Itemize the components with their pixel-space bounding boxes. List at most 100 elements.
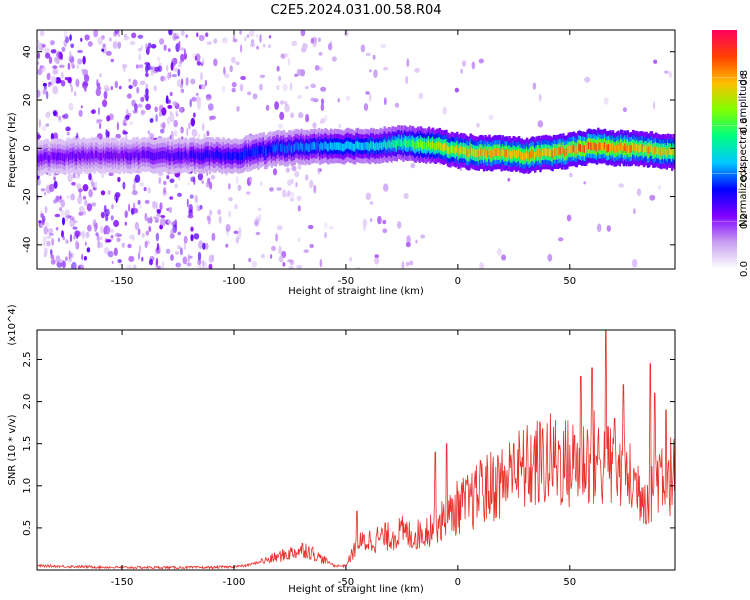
heatmap-noise-cell: [258, 213, 262, 223]
heatmap-ridge-cell: [174, 152, 177, 161]
heatmap-ridge-cell: [222, 150, 225, 158]
heatmap-ridge-cell: [202, 153, 205, 161]
heatmap-ridge-cell: [104, 153, 107, 161]
heatmap-noise-cell: [179, 107, 183, 113]
heatmap-ridge-cell: [213, 152, 216, 160]
heatmap-noise-cell: [178, 40, 181, 50]
heatmap-ridge-cell: [230, 152, 233, 161]
heatmap-noise-cell: [149, 258, 153, 266]
heatmap-ridge-cell: [534, 152, 537, 160]
snr-y-multiplier: (x10^4): [7, 304, 18, 345]
heatmap-noise-cell: [60, 210, 65, 217]
heatmap-ridge-cell: [495, 148, 498, 157]
heatmap-noise-cell: [159, 38, 165, 45]
heatmap-ridge-cell: [45, 152, 48, 160]
heatmap-noise-cell: [136, 86, 140, 94]
heatmap-noise-cell: [48, 183, 55, 192]
heatmap-noise-cell: [231, 56, 236, 64]
heatmap-noise-cell: [152, 200, 157, 209]
heatmap-noise-cell: [128, 234, 134, 240]
heatmap-noise-cell: [102, 43, 106, 48]
heatmap-noise-cell: [225, 243, 229, 248]
heatmap-noise-cell: [193, 233, 200, 240]
heatmap-ridge-cell: [476, 149, 479, 158]
heatmap-noise-cell: [258, 207, 261, 212]
heatmap-ridge-cell: [147, 150, 150, 159]
heatmap-ridge-cell: [478, 148, 482, 156]
heatmap-noise-cell: [86, 247, 91, 253]
heatmap-ridge-cell: [629, 145, 632, 153]
heatmap-noise-cell: [95, 232, 99, 237]
heatmap-noise-cell: [228, 183, 231, 190]
heatmap-ridge-cell: [265, 148, 268, 156]
heatmap-noise-cell: [102, 99, 108, 108]
heatmap-noise-cell: [148, 226, 152, 232]
heatmap-ridge-cell: [333, 141, 337, 150]
heatmap-noise-cell: [194, 55, 198, 61]
heatmap-ridge-cell: [446, 145, 450, 154]
heatmap-noise-cell: [382, 219, 387, 225]
heatmap-ridge-cell: [394, 139, 397, 148]
colorbar-label: Normalized spectral amplitude: [738, 73, 749, 227]
heatmap-noise-cell: [122, 119, 126, 127]
heatmap-ridge-cell: [274, 145, 278, 154]
heatmap-ridge-cell: [474, 149, 478, 158]
heatmap-y-tick-label: 40: [22, 45, 33, 58]
heatmap-noise-cell: [198, 34, 205, 42]
heatmap-ridge-cell: [86, 153, 90, 162]
heatmap-x-tick-label: 0: [455, 276, 461, 287]
heatmap-noise-cell: [168, 30, 173, 36]
heatmap-ridge-cell: [438, 140, 441, 149]
heatmap-noise-cell: [558, 237, 564, 242]
heatmap-ridge-cell: [88, 151, 91, 159]
heatmap-noise-cell: [169, 71, 172, 79]
heatmap-ridge-cell: [501, 148, 505, 156]
heatmap-ridge-cell: [370, 140, 373, 149]
heatmap-noise-cell: [235, 175, 239, 185]
heatmap-noise-cell: [278, 245, 282, 255]
heatmap-ridge-cell: [38, 155, 41, 163]
heatmap-noise-cell: [260, 181, 263, 187]
heatmap-ridge-cell: [366, 142, 369, 150]
heatmap-noise-cell: [167, 104, 173, 109]
heatmap-ridge-cell: [517, 149, 521, 157]
heatmap-noise-cell: [53, 132, 59, 141]
heatmap-noise-cell: [338, 123, 342, 129]
heatmap-ridge-cell: [307, 143, 310, 152]
heatmap-noise-cell: [158, 104, 164, 113]
heatmap-ridge-cell: [223, 152, 227, 161]
heatmap-noise-cell: [69, 215, 74, 221]
heatmap-ridge-cell: [458, 147, 462, 155]
heatmap-ridge-cell: [548, 148, 552, 157]
heatmap-ridge-cell: [461, 146, 464, 155]
heatmap-noise-cell: [84, 34, 90, 41]
heatmap-ridge-cell: [117, 153, 120, 162]
heatmap-ridge-cell: [382, 141, 385, 150]
heatmap-noise-cell: [204, 242, 209, 250]
heatmap-noise-cell: [156, 209, 161, 214]
heatmap-noise-cell: [199, 84, 202, 90]
heatmap-noise-cell: [126, 93, 132, 99]
heatmap-noise-cell: [74, 230, 80, 237]
heatmap-x-axis-label: Height of straight line (km): [288, 286, 424, 297]
heatmap-noise-cell: [67, 76, 72, 84]
heatmap-noise-cell: [147, 187, 151, 194]
heatmap-ridge-cell: [98, 152, 102, 161]
heatmap-ridge-cell: [139, 152, 142, 160]
heatmap-y-axis-label: Frequency (Hz): [7, 112, 18, 188]
heatmap-ridge-cell: [215, 150, 218, 158]
heatmap-ridge-cell: [90, 150, 94, 158]
heatmap-noise-cell: [114, 80, 119, 89]
heatmap-ridge-cell: [559, 146, 562, 155]
heatmap-x-tick-label: -50: [338, 276, 354, 287]
heatmap-noise-cell: [372, 54, 376, 60]
heatmap-noise-cell: [302, 43, 308, 50]
heatmap-ridge-cell: [327, 143, 330, 152]
heatmap-ridge-cell: [225, 152, 228, 161]
heatmap-ridge-cell: [562, 146, 565, 155]
heatmap-noise-cell: [79, 190, 82, 198]
heatmap-ridge-cell: [390, 141, 393, 150]
heatmap-ridge-cell: [260, 146, 263, 155]
heatmap-noise-cell: [259, 34, 262, 43]
heatmap-ridge-cell: [449, 146, 452, 155]
